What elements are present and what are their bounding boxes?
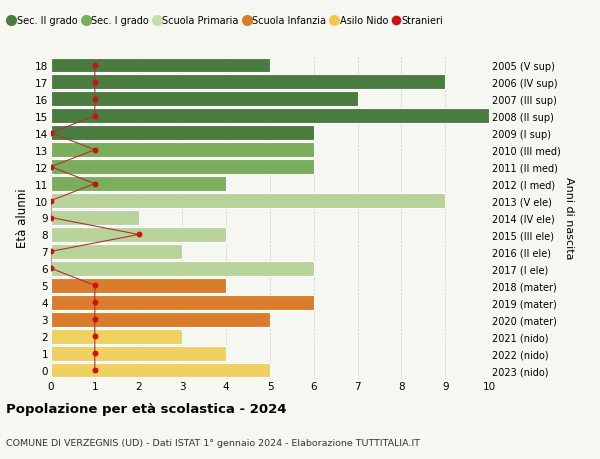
Bar (51, 160, 314, 175)
Bar (51, 346, 226, 361)
Point (46, 130, 56, 137)
Legend: Sec. II grado, Sec. I grado, Scuola Primaria, Scuola Infanzia, Asilo Nido, Stran: Sec. II grado, Sec. I grado, Scuola Prim… (5, 12, 448, 30)
Point (46, 197, 56, 205)
Bar (51, 244, 182, 259)
Bar (51, 75, 445, 90)
Bar (51, 194, 445, 208)
Bar (51, 312, 270, 327)
Bar (51, 92, 358, 107)
Point (90, 79, 100, 86)
Bar (51, 211, 139, 225)
Point (90, 350, 100, 357)
Point (90, 96, 100, 103)
Bar (51, 261, 314, 276)
Point (46, 163, 56, 171)
Bar (51, 177, 226, 192)
Point (90, 299, 100, 306)
Bar (51, 126, 314, 141)
Y-axis label: Età alunni: Età alunni (16, 188, 29, 248)
Bar (51, 58, 270, 73)
Point (90, 282, 100, 289)
Point (90, 113, 100, 120)
Point (90, 180, 100, 188)
Point (90, 316, 100, 323)
Point (46, 214, 56, 222)
Point (90, 147, 100, 154)
Bar (51, 228, 226, 242)
Point (46, 248, 56, 256)
Bar (51, 363, 270, 378)
Point (134, 231, 143, 239)
Bar (51, 295, 314, 310)
Bar (51, 329, 182, 344)
Point (90, 367, 100, 374)
Text: Popolazione per età scolastica - 2024: Popolazione per età scolastica - 2024 (6, 403, 287, 415)
Point (46, 265, 56, 273)
Point (90, 333, 100, 340)
Point (90, 62, 100, 69)
Y-axis label: Anni di nascita: Anni di nascita (565, 177, 574, 259)
Bar (51, 143, 314, 158)
Text: COMUNE DI VERZEGNIS (UD) - Dati ISTAT 1° gennaio 2024 - Elaborazione TUTTITALIA.: COMUNE DI VERZEGNIS (UD) - Dati ISTAT 1°… (6, 438, 420, 448)
Bar (51, 109, 489, 124)
Bar (51, 278, 226, 293)
